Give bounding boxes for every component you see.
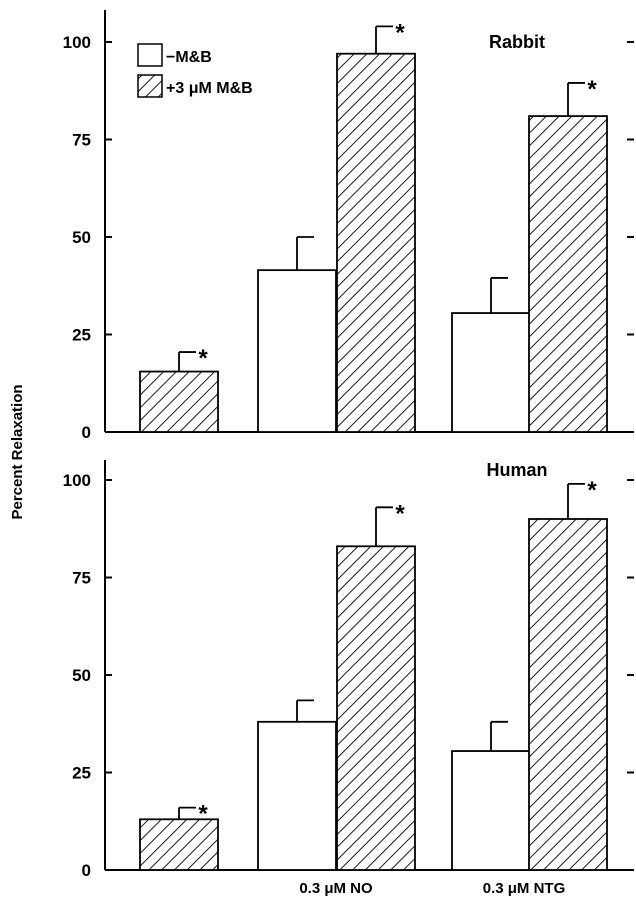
significance-marker: * xyxy=(587,477,597,504)
y-tick-label: 50 xyxy=(72,228,91,247)
category-label-no: 0.3 μM NO xyxy=(299,880,373,897)
y-tick-label: 100 xyxy=(63,33,91,52)
legend-swatch-hatched xyxy=(137,74,163,98)
y-tick-label: 0 xyxy=(82,423,91,442)
bar-hatched xyxy=(139,370,219,433)
legend: −M&B +3 μM M&B xyxy=(137,43,253,98)
y-tick-label: 0 xyxy=(82,861,91,880)
category-label-ntg: 0.3 μM NTG xyxy=(483,880,566,897)
legend-label-open: −M&B xyxy=(166,49,212,66)
bar-open xyxy=(257,269,337,433)
significance-marker: * xyxy=(198,801,208,828)
bar-hatched xyxy=(528,518,608,871)
panel-human: 0 25 50 75 100 Human * * * xyxy=(63,460,634,880)
y-tick-label: 25 xyxy=(72,326,91,345)
panel-title: Human xyxy=(486,460,547,480)
bar-hatched xyxy=(336,545,416,871)
y-tick-label: 75 xyxy=(72,569,91,588)
legend-label-hatched: +3 μM M&B xyxy=(166,80,253,97)
y-tick-label: 25 xyxy=(72,764,91,783)
panel-rabbit: 0 25 50 75 100 Rabbit * * * xyxy=(63,10,634,442)
y-tick-label: 100 xyxy=(63,471,91,490)
bar-open xyxy=(451,312,531,433)
bar-open xyxy=(451,750,531,871)
significance-marker: * xyxy=(587,76,597,103)
significance-marker: * xyxy=(395,19,405,46)
legend-swatch-open xyxy=(137,43,163,67)
bar-hatched xyxy=(139,818,219,871)
y-tick-label: 50 xyxy=(72,666,91,685)
bar-open xyxy=(257,720,337,871)
bar-hatched xyxy=(336,52,416,433)
significance-marker: * xyxy=(198,345,208,372)
panel-title: Rabbit xyxy=(489,32,545,52)
significance-marker: * xyxy=(395,500,405,527)
y-tick-label: 75 xyxy=(72,131,91,150)
bar-hatched xyxy=(528,115,608,433)
y-axis-label: Percent Relaxation xyxy=(9,384,26,519)
